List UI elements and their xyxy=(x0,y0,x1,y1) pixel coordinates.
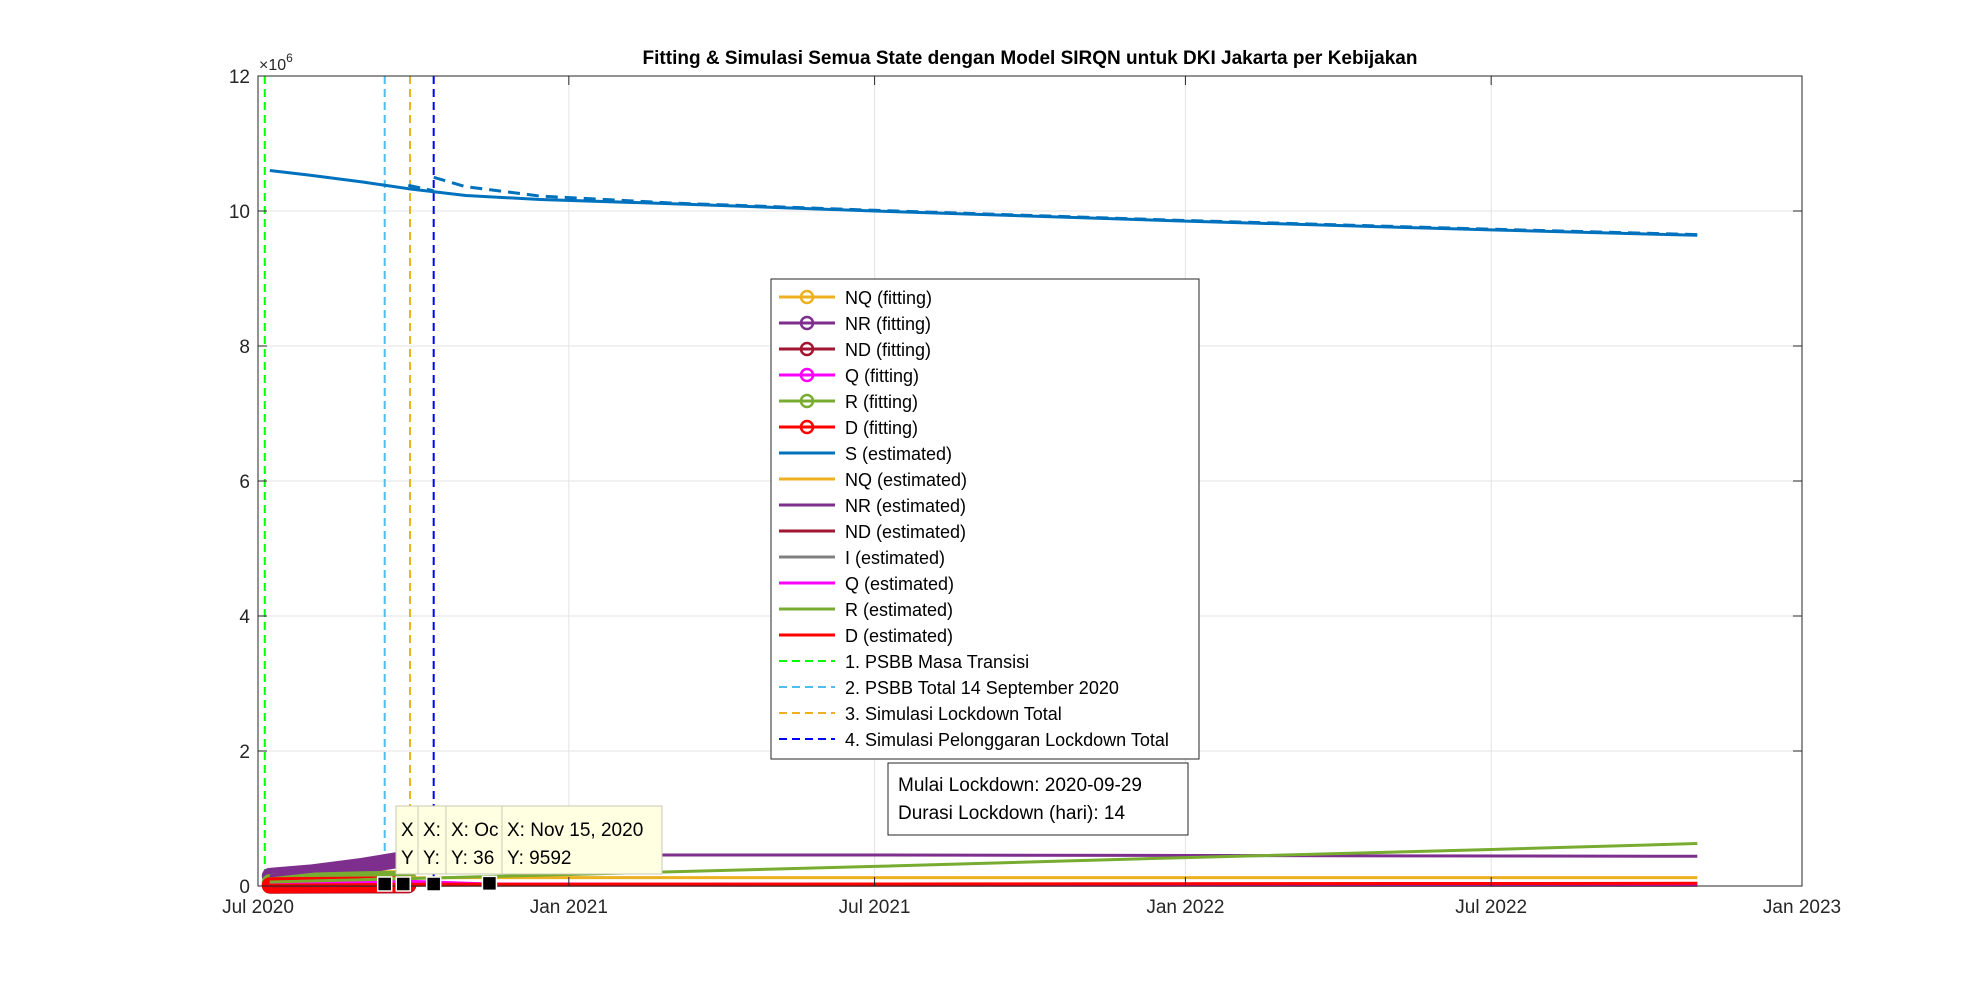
legend-label: ND (fitting) xyxy=(845,340,931,360)
legend-label: S (estimated) xyxy=(845,444,952,464)
legend-label: 3. Simulasi Lockdown Total xyxy=(845,704,1062,724)
legend-label: Q (estimated) xyxy=(845,574,954,594)
legend-entry: ND (estimated) xyxy=(779,522,966,542)
legend: NQ (fitting) NR (fitting) ND (fitting) Q (f… xyxy=(770,278,1200,760)
legend-label: 2. PSBB Total 14 September 2020 xyxy=(845,678,1119,698)
legend-label: NR (fitting) xyxy=(845,314,931,334)
legend-label: ND (estimated) xyxy=(845,522,966,542)
legend-entry: 2. PSBB Total 14 September 2020 xyxy=(779,678,1119,698)
axis-ticks: Jul 2020 Jan 2021 Jul 2021 Jan 2022 Jul 2022… xyxy=(222,67,1841,918)
legend-marker xyxy=(799,419,815,435)
legend-marker xyxy=(799,315,815,331)
legend-label: Q (fitting) xyxy=(845,366,919,386)
y-tick-label: 12 xyxy=(229,67,250,88)
x-tick-label: Jan 2022 xyxy=(1146,897,1224,918)
legend-entry: 3. Simulasi Lockdown Total xyxy=(779,704,1062,724)
data-tip-y-text: Y: 36 xyxy=(451,848,494,869)
data-tip-x-text: X: Nov 15, 2020 xyxy=(507,820,643,841)
series-d-estimated xyxy=(269,881,1698,887)
data-tip[interactable]: X: Y: xyxy=(417,805,451,875)
data-tip-x-text: X xyxy=(401,820,414,841)
data-tip-x-text: X: xyxy=(423,820,441,841)
legend-label: D (fitting) xyxy=(845,418,918,438)
legend-label: NQ (estimated) xyxy=(845,470,967,490)
y-tick-label: 6 xyxy=(239,472,250,493)
y-tick-label: 4 xyxy=(239,607,250,628)
annotation-line: Durasi Lockdown (hari): 14 xyxy=(898,803,1125,824)
legend-entry: R (estimated) xyxy=(779,600,953,620)
data-tip-box[interactable] xyxy=(501,805,663,875)
y-tick-label: 10 xyxy=(229,202,250,223)
legend-entry: Q (fitting) xyxy=(779,366,919,386)
x-tick-label: Jan 2021 xyxy=(530,897,608,918)
legend-entry: S (estimated) xyxy=(779,444,952,464)
legend-label: 1. PSBB Masa Transisi xyxy=(845,652,1029,672)
data-tip-marker[interactable] xyxy=(425,876,442,892)
data-tip-y-text: Y xyxy=(401,848,414,869)
y-tick-label: 2 xyxy=(239,742,250,763)
scenario-line-s xyxy=(407,183,435,193)
legend-entry: 4. Simulasi Pelonggaran Lockdown Total xyxy=(779,730,1169,750)
legend-entry: 1. PSBB Masa Transisi xyxy=(779,652,1029,672)
legend-label: I (estimated) xyxy=(845,548,945,568)
legend-label: R (fitting) xyxy=(845,392,918,412)
legend-entry: D (estimated) xyxy=(779,626,953,646)
x-tick-label: Jul 2022 xyxy=(1455,897,1527,918)
legend-label: R (estimated) xyxy=(845,600,953,620)
data-tip-box[interactable] xyxy=(417,805,451,875)
y-tick-label: 0 xyxy=(239,877,250,898)
legend-entry: R (fitting) xyxy=(779,392,918,412)
data-tip-x-text: X: Oc xyxy=(451,820,499,841)
x-tick-label: Jul 2021 xyxy=(839,897,911,918)
data-tip-y-text: Y: xyxy=(423,848,440,869)
y-exponent-label: ×106 xyxy=(259,51,293,74)
data-tip[interactable]: X: Nov 15, 2020 Y: 9592 xyxy=(501,805,663,875)
legend-marker xyxy=(799,289,815,305)
chart-title: Fitting & Simulasi Semua State dengan Mo… xyxy=(643,48,1418,69)
data-tip-marker[interactable] xyxy=(481,875,498,892)
annotation-box xyxy=(887,762,1189,836)
data-tip-box[interactable] xyxy=(445,805,503,875)
legend-marker xyxy=(799,393,815,409)
scenario-line-s xyxy=(433,175,1698,237)
legend-entry: NR (estimated) xyxy=(779,496,966,516)
legend-label: NQ (fitting) xyxy=(845,288,932,308)
legend-box xyxy=(770,278,1200,760)
legend-marker xyxy=(799,341,815,357)
legend-entry: I (estimated) xyxy=(779,548,945,568)
legend-marker xyxy=(799,367,815,383)
legend-entry: D (fitting) xyxy=(779,418,918,438)
legend-entry: Q (estimated) xyxy=(779,574,954,594)
legend-entry: NQ (fitting) xyxy=(779,288,932,308)
y-tick-label: 8 xyxy=(239,337,250,358)
legend-entry: NR (fitting) xyxy=(779,314,931,334)
x-tick-label: Jul 2020 xyxy=(222,897,294,918)
legend-label: D (estimated) xyxy=(845,626,953,646)
x-tick-label: Jan 2023 xyxy=(1763,897,1841,918)
data-tip-marker[interactable] xyxy=(376,876,393,892)
data-tips[interactable]: XY X: Y: X: Oc Y: 36 X: Nov 15, 2020 Y: 9592 xyxy=(376,805,663,892)
annotation-line: Mulai Lockdown: 2020-09-29 xyxy=(898,775,1142,796)
legend-entry: ND (fitting) xyxy=(779,340,931,360)
data-tip[interactable]: X: Oc Y: 36 xyxy=(445,805,503,875)
legend-label: NR (estimated) xyxy=(845,496,966,516)
legend-label: 4. Simulasi Pelonggaran Lockdown Total xyxy=(845,730,1169,750)
data-tip-y-text: Y: 9592 xyxy=(507,848,571,869)
lockdown-annotation: Mulai Lockdown: 2020-09-29 Durasi Lockdow… xyxy=(887,762,1189,836)
data-tip-marker[interactable] xyxy=(395,876,412,892)
legend-entry: NQ (estimated) xyxy=(779,470,967,490)
